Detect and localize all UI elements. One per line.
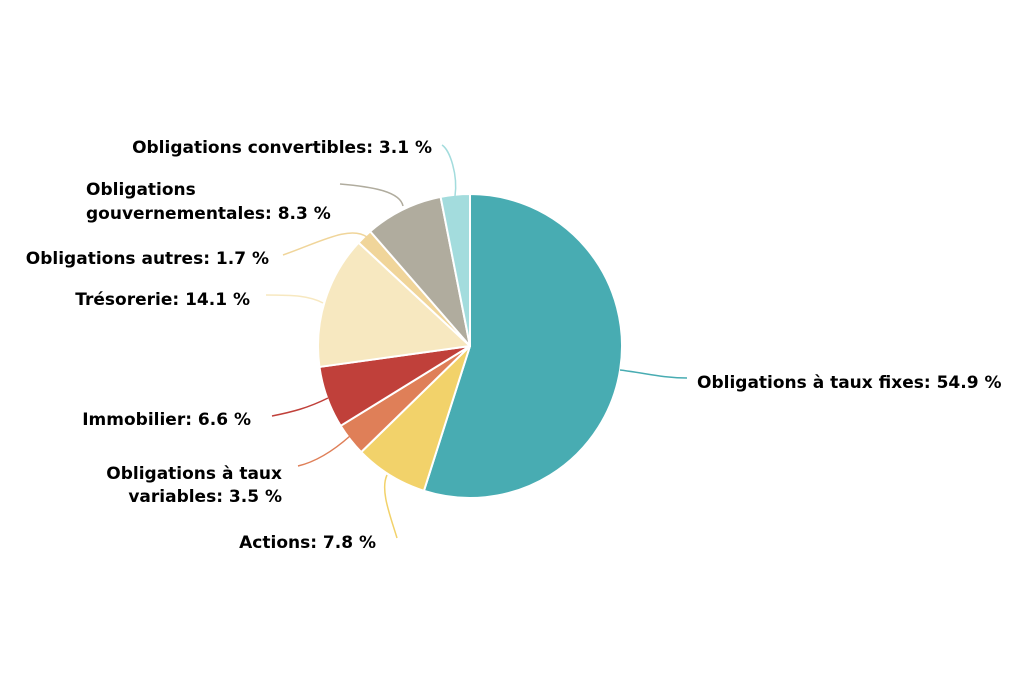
label-connector-obligations-a-taux-fixes [619,369,688,379]
slice-label-obligations-a-taux-fixes: Obligations à taux fixes: 54.9 % [697,373,1002,393]
label-connector-immobilier [271,397,329,417]
label-connector-obligations-gouvernementales [339,183,404,207]
slice-label-line: Obligations autres: 1.7 % [26,249,269,269]
label-connector-tresorerie [265,294,324,304]
slice-label-line: Actions: 7.8 % [239,533,376,553]
pie-slices [317,192,623,499]
slice-label-immobilier: Immobilier: 6.6 % [82,410,251,430]
slice-label-obligations-autres: Obligations autres: 1.7 % [26,249,269,269]
pie-slice-tresorerie [317,241,471,368]
slice-label-line: gouvernementales: 8.3 % [86,204,331,224]
slice-label-line: Obligations convertibles: 3.1 % [132,138,432,158]
slice-label-actions: Actions: 7.8 % [239,533,376,553]
label-connector-obligations-convertibles [441,144,457,197]
slice-label-obligations-a-taux-variables: Obligations à taux variables: 3.5 % [106,464,282,507]
label-connector-obligations-autres [282,232,368,256]
slice-label-line: Obligations à taux [106,464,282,484]
slice-labels: Obligations à taux fixes: 54.9 % Actions:… [26,138,1002,553]
slice-label-line: Immobilier: 6.6 % [82,410,251,430]
slice-label-tresorerie: Trésorerie: 14.1 % [75,290,250,310]
slice-label-line: Obligations à taux fixes: 54.9 % [697,373,1002,393]
slice-label-line: variables: 3.5 % [128,487,282,507]
label-connectors [265,144,688,539]
slice-label-obligations-gouvernementales: Obligations gouvernementales: 8.3 % [86,180,331,224]
label-connector-obligations-a-taux-variables [297,435,351,467]
label-connector-actions [383,474,398,539]
slice-label-obligations-convertibles: Obligations convertibles: 3.1 % [132,138,432,158]
slice-label-line: Trésorerie: 14.1 % [75,290,250,310]
slice-label-line: Obligations [86,180,196,200]
